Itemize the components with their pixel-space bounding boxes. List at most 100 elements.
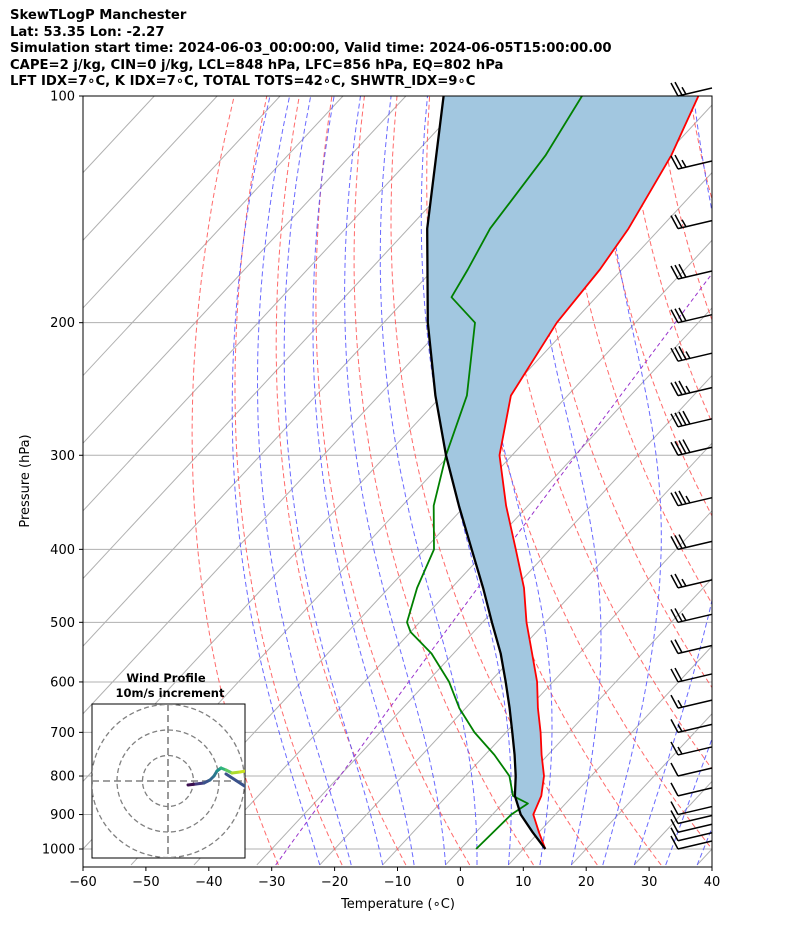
x-tick-label: 30	[641, 875, 658, 890]
dry-adiabat	[591, 96, 712, 517]
barb-half-flag	[681, 613, 687, 621]
wind-barb	[670, 801, 713, 816]
isotherm	[760, 96, 794, 865]
temperature-line	[498, 96, 700, 850]
barb-flag	[682, 410, 691, 425]
y-tick-label: 400	[50, 543, 75, 558]
barb-staff	[677, 496, 713, 507]
indices-line: LFT IDX=7∘C, K IDX=7∘C, TOTAL TOTS=42∘C,…	[10, 74, 476, 89]
dry-adiabat	[460, 96, 712, 850]
barb-half-flag	[677, 746, 683, 755]
barb-staff	[677, 160, 713, 170]
x-axis-label: Temperature (∘C)	[340, 897, 455, 912]
wind-barb	[670, 307, 713, 324]
barb-flag	[670, 782, 679, 797]
barb-staff	[677, 831, 713, 842]
x-tick-label: 10	[515, 875, 532, 890]
x-tick-label: −60	[69, 875, 96, 890]
barb-flag	[674, 639, 683, 653]
barb-staff	[677, 673, 713, 683]
isotherm	[508, 645, 712, 866]
barb-staff	[677, 823, 713, 833]
wind-barb	[670, 810, 713, 825]
barb-flag	[670, 215, 679, 229]
y-tick-label: 800	[50, 770, 75, 785]
barb-flag	[670, 535, 679, 550]
wind-barb	[670, 573, 713, 589]
y-tick-label: 200	[50, 316, 75, 331]
moist-adiabat	[526, 96, 602, 866]
y-tick-label: 100	[50, 90, 75, 105]
barb-staff	[677, 767, 713, 777]
barb-flag	[670, 694, 679, 709]
barb-flag	[682, 439, 691, 453]
barb-flag	[670, 574, 679, 589]
isotherm	[633, 780, 712, 866]
chart-header: SkewTLogP Manchester Lat: 53.35 Lon: -2.…	[10, 8, 612, 91]
barb-flag	[670, 347, 679, 362]
barb-flag	[674, 264, 683, 279]
moist-adiabat	[256, 96, 352, 866]
barb-staff	[677, 313, 713, 324]
dry-adiabat	[426, 96, 662, 866]
barb-staff	[677, 613, 713, 624]
isotherm	[83, 96, 344, 377]
wind-barb	[670, 439, 713, 457]
hodo-segment	[238, 769, 245, 774]
isotherm	[382, 510, 712, 866]
hodograph-inset: Wind Profile 10m/s increment	[91, 671, 246, 859]
barb-half-flag	[681, 86, 687, 95]
moist-adiabat	[598, 96, 662, 866]
cape-area	[427, 96, 699, 849]
barb-half-flag	[681, 578, 687, 587]
dry-adiabat	[390, 96, 598, 866]
dry-adiabat	[689, 96, 712, 202]
inset-subtitle: 10m/s increment	[116, 686, 225, 700]
wind-barb	[670, 827, 713, 842]
barb-half-flag	[681, 219, 687, 228]
cape-fill	[427, 96, 699, 849]
dry-adiabat	[275, 96, 407, 866]
moist-adiabat	[379, 96, 478, 865]
y-tick-label: 500	[50, 616, 75, 631]
barb-staff	[677, 270, 713, 280]
barb-staff	[677, 352, 713, 362]
isotherm	[445, 577, 712, 866]
barb-flag	[674, 441, 683, 455]
y-tick-label: 600	[50, 675, 75, 690]
barb-staff	[677, 723, 713, 734]
barb-flag	[670, 668, 679, 683]
params-line: CAPE=2 j/kg, CIN=0 j/kg, LCL=848 hPa, LF…	[10, 57, 504, 73]
x-tick-label: 0	[456, 875, 464, 890]
barb-flag	[678, 346, 687, 360]
dry-adiabat	[624, 96, 712, 424]
x-tick-label: −40	[195, 875, 222, 890]
hodo-ring	[92, 704, 245, 858]
dry-adiabat	[191, 96, 279, 866]
barb-flag	[674, 346, 683, 361]
hodo-segment	[224, 772, 245, 789]
y-axis-label: Pressure (hPa)	[18, 434, 33, 527]
barb-flag	[674, 573, 683, 588]
isotherm	[256, 374, 712, 866]
wind-barb	[670, 762, 713, 777]
barb-staff	[677, 746, 713, 756]
barb-staff	[677, 814, 713, 825]
barb-staff	[677, 87, 713, 97]
y-tick-label: 900	[50, 808, 75, 823]
barb-half-flag	[677, 724, 683, 732]
mixing-ratio-line	[275, 272, 712, 866]
moist-adiabat	[283, 96, 384, 866]
isotherm	[83, 96, 470, 512]
wind-barb	[670, 410, 713, 428]
dry-adiabat	[788, 96, 794, 865]
wind-barb	[670, 214, 713, 230]
barb-staff	[677, 446, 713, 457]
barb-flag	[674, 214, 683, 229]
isotherm	[193, 307, 712, 866]
wind-barb	[670, 154, 713, 170]
moist-adiabat	[344, 96, 447, 866]
barb-flag	[670, 835, 679, 850]
isotherm	[319, 442, 712, 866]
